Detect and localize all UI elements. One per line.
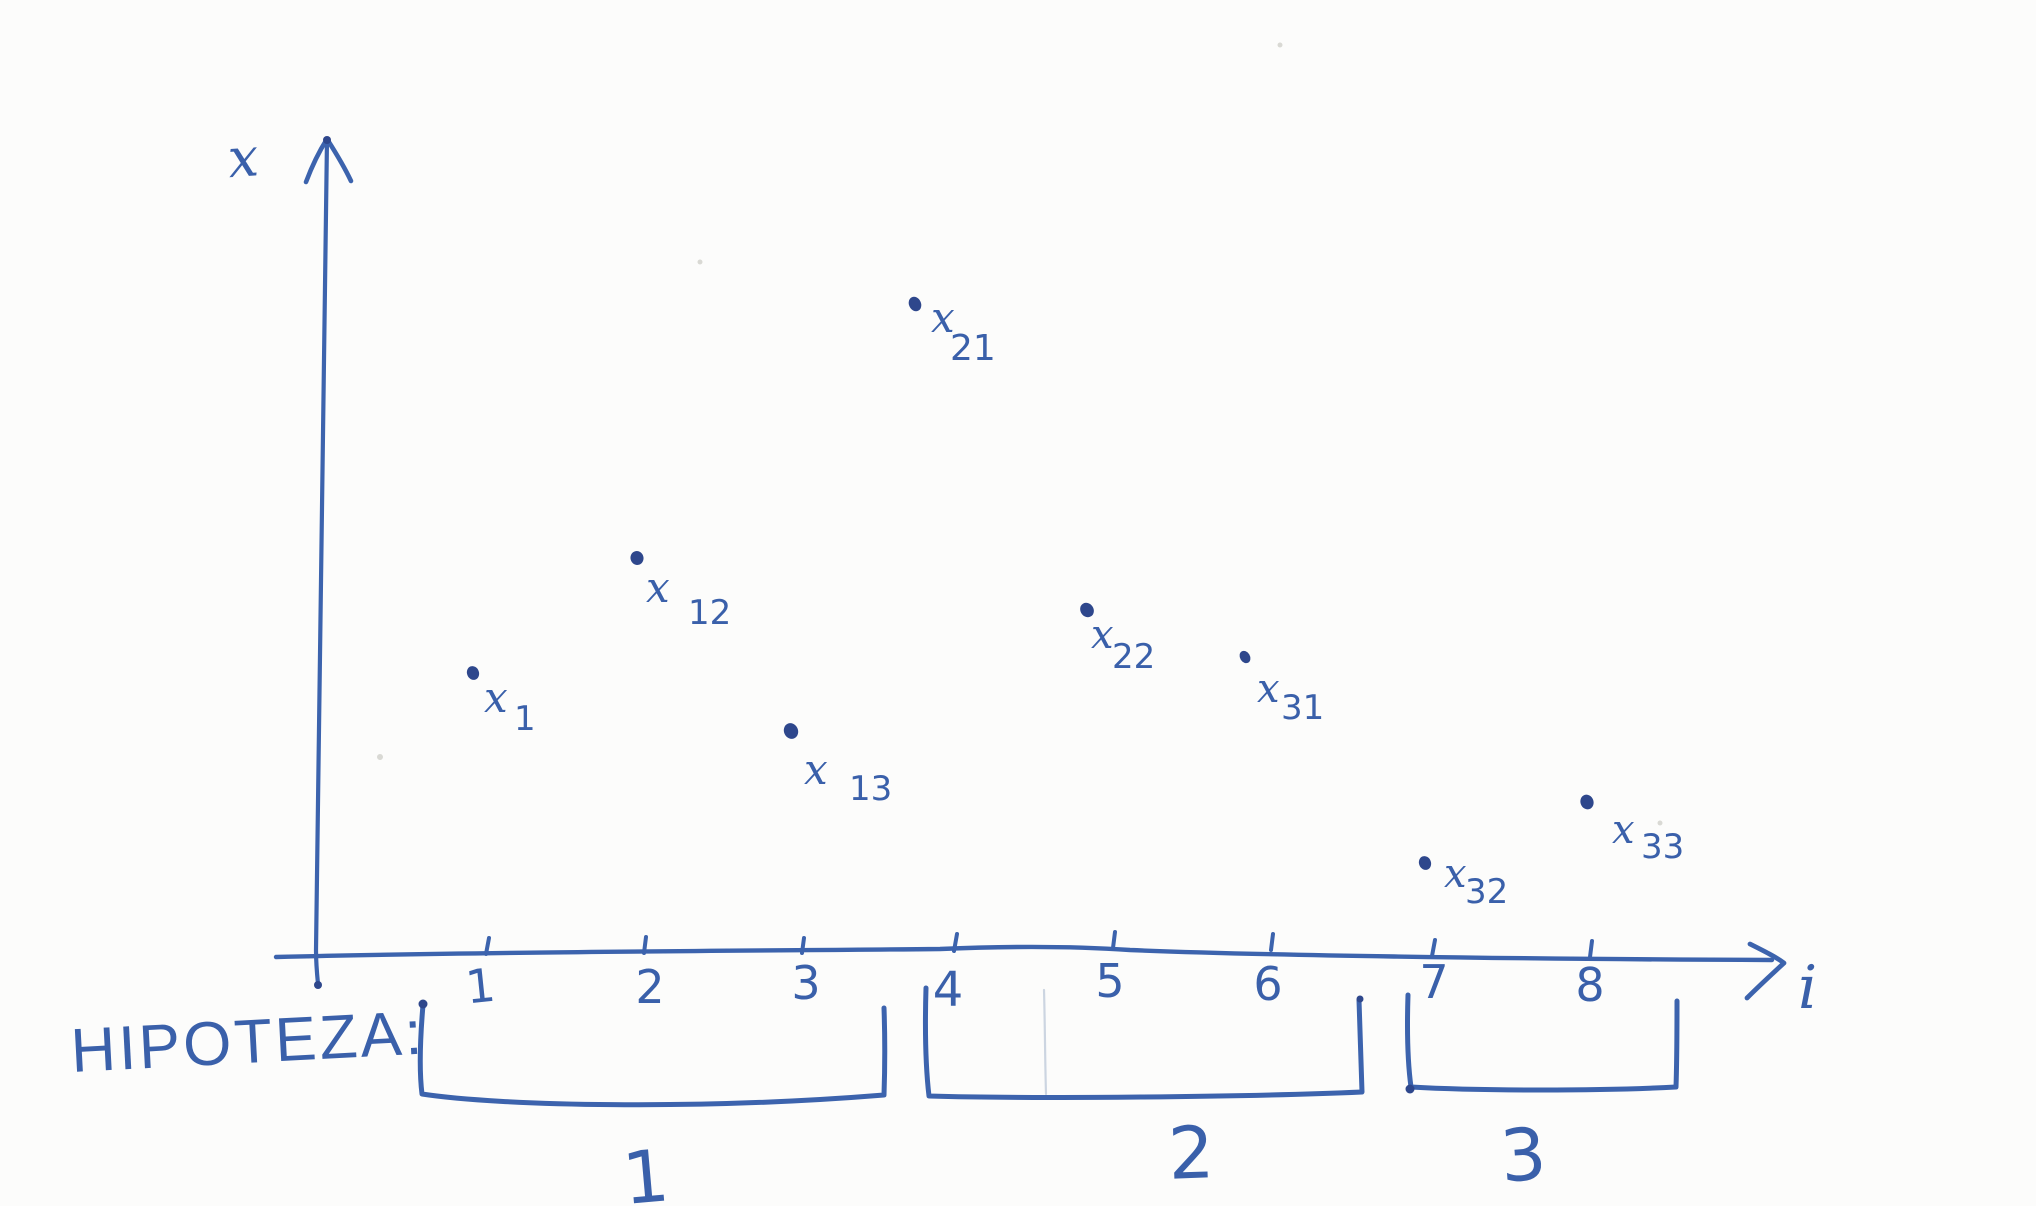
data-point-x31: x 31: [1239, 650, 1324, 728]
y-axis-line: [313, 136, 330, 987]
tick-label-1: 1: [463, 958, 498, 1015]
data-point-label-sub: 32: [1465, 872, 1508, 912]
group-label-1: 1: [619, 1133, 672, 1206]
data-point-dot: [1580, 794, 1594, 810]
y-axis-label: x: [226, 125, 261, 190]
data-point-x1: x 1: [466, 666, 536, 739]
data-point-dot: [630, 551, 644, 565]
data-point-label-base: x: [1444, 851, 1467, 897]
data-point-label-base: x: [1091, 612, 1114, 658]
data-point-label-base: x: [1257, 666, 1280, 712]
tick-mark-2: [642, 935, 648, 955]
data-point-label-sub: 1: [514, 699, 536, 739]
x-axis: i 1 2 3 4 5 6 7 8: [273, 930, 1817, 1023]
data-point-label-sub: 13: [849, 769, 892, 809]
tick-mark-5: [1111, 930, 1117, 950]
data-point-dot: [1239, 650, 1251, 664]
data-point-x21: x 21: [908, 293, 996, 369]
x-axis-line: [273, 944, 1775, 963]
faint-guide-line: [1042, 988, 1048, 1096]
data-point-label-sub: 33: [1641, 827, 1684, 867]
data-point-label-sub: 22: [1112, 637, 1155, 677]
y-axis: x: [226, 125, 354, 989]
ink-blob: [1405, 1084, 1415, 1094]
data-point-label-base: x: [484, 673, 508, 722]
data-point-x12: x 12: [630, 551, 731, 633]
group-label-2: 2: [1167, 1110, 1216, 1196]
tick-label-3: 3: [791, 956, 820, 1010]
tick-label-8: 8: [1575, 958, 1604, 1012]
data-point-label-sub: 12: [688, 593, 731, 633]
data-points: x 1 x 12 x 13 x 21 x 22 x 31: [466, 293, 1684, 912]
paper-speck: [697, 259, 703, 265]
group-bracket-1: [417, 1002, 888, 1108]
tick-label-2: 2: [635, 960, 664, 1014]
group-bracket-3: [1404, 992, 1680, 1093]
tick-mark-3: [800, 936, 806, 955]
tick-mark-7: [1430, 938, 1437, 958]
ink-blob: [418, 999, 428, 1009]
data-point-label-sub: 31: [1281, 688, 1324, 728]
group-brackets: [417, 985, 1680, 1108]
data-point-dot: [908, 296, 922, 312]
data-point-dot: [783, 723, 799, 739]
x-axis-arrowhead-icon: [1744, 941, 1787, 1001]
data-point-x33: x 33: [1580, 794, 1684, 867]
data-point-label-base: x: [931, 293, 955, 342]
data-point-dot: [466, 666, 480, 680]
paper-speck: [1277, 42, 1283, 48]
paper-speck: [377, 754, 383, 760]
group-bracket-2: [922, 985, 1365, 1100]
ink-blob: [323, 136, 331, 144]
data-point-label-base: x: [804, 745, 828, 794]
data-point-dot: [1418, 856, 1432, 870]
data-point-dot: [1080, 602, 1094, 618]
tick-label-6: 6: [1253, 957, 1282, 1011]
data-point-x13: x 13: [783, 723, 892, 809]
data-point-label-base: x: [646, 563, 670, 612]
ink-blob: [314, 981, 322, 989]
data-point-label-sub: 21: [950, 328, 996, 369]
tick-label-4: 4: [933, 962, 964, 1018]
hypothesis-label: HIPOTEZA:: [69, 999, 426, 1086]
ink-blob: [1356, 995, 1364, 1003]
tick-label-5: 5: [1095, 954, 1124, 1008]
data-point-x32: x 32: [1418, 851, 1508, 912]
tick-mark-8: [1588, 939, 1594, 959]
data-point-x22: x 22: [1080, 602, 1155, 677]
x-axis-label: i: [1798, 953, 1817, 1023]
paper-speck: [1657, 820, 1663, 826]
group-label-3: 3: [1497, 1112, 1549, 1199]
tick-mark-6: [1269, 932, 1275, 952]
tick-mark-1: [484, 936, 491, 956]
tick-label-7: 7: [1419, 955, 1448, 1009]
tick-mark-4: [952, 932, 959, 953]
data-point-label-base: x: [1612, 807, 1635, 853]
